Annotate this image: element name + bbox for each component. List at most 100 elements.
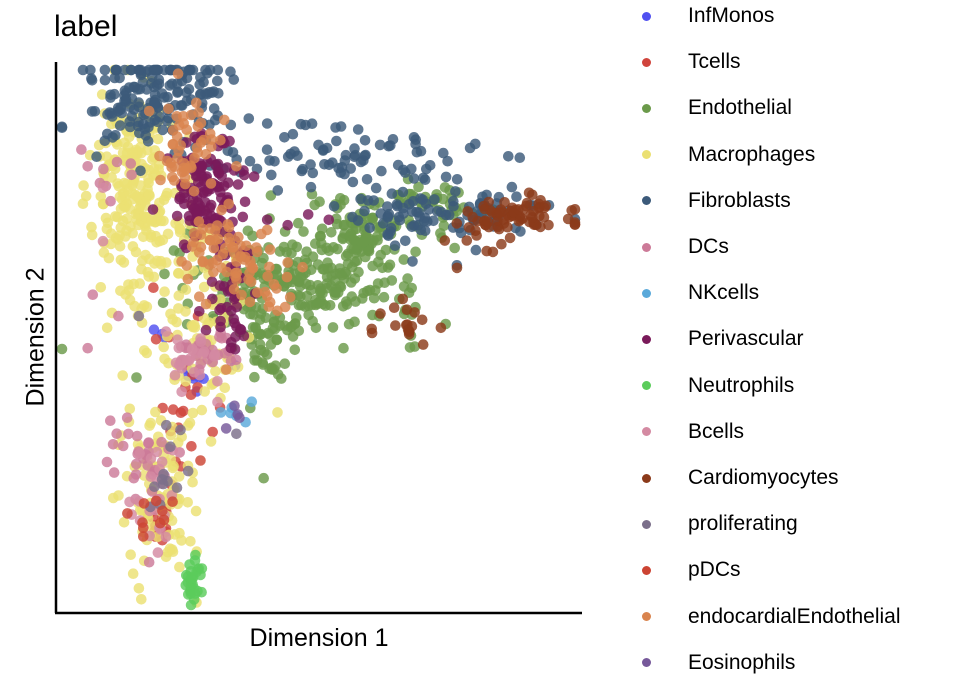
point-endothelial — [298, 226, 309, 237]
legend-marker — [642, 334, 651, 344]
point-nkcells — [215, 407, 227, 418]
legend-item-endocardialendothelial: endocardialEndothelial — [640, 605, 901, 629]
point-dcs — [156, 436, 167, 448]
data-points — [56, 64, 581, 611]
point-endocardialendothelial — [215, 135, 226, 146]
point-endocardialendothelial — [168, 175, 180, 186]
point-dcs — [131, 430, 143, 442]
point-fibroblasts — [124, 121, 136, 133]
point-endocardialendothelial — [181, 163, 192, 174]
point-fibroblasts — [349, 151, 360, 163]
point-endocardialendothelial — [236, 289, 247, 301]
point-fibroblasts — [323, 159, 335, 171]
point-endocardialendothelial — [179, 172, 191, 183]
point-endothelial — [287, 239, 298, 250]
point-endothelial — [316, 223, 328, 235]
point-proliferating — [149, 481, 160, 493]
point-cardiomyocytes — [543, 219, 554, 231]
point-bcells — [152, 547, 164, 558]
point-fibroblasts — [157, 124, 168, 136]
point-cardiomyocytes — [451, 218, 463, 229]
point-macrophages — [78, 180, 89, 191]
point-endocardialendothelial — [195, 241, 207, 253]
point-fibroblasts — [152, 102, 164, 113]
point-pdcs — [158, 514, 170, 526]
point-bcells — [97, 235, 109, 247]
point-fibroblasts — [305, 181, 317, 193]
legend-label: Perivascular — [688, 327, 804, 351]
legend-item-eosinophils: Eosinophils — [640, 651, 795, 675]
point-endocardialendothelial — [143, 105, 155, 117]
point-fibroblasts — [450, 186, 461, 197]
point-pdcs — [150, 495, 162, 507]
legend-label: NKcells — [688, 281, 760, 305]
point-cardiomyocytes — [478, 200, 489, 212]
point-endothelial — [337, 301, 349, 312]
point-endothelial — [345, 277, 357, 288]
point-infmonos — [148, 324, 160, 336]
point-fibroblasts — [175, 100, 187, 111]
point-fibroblasts — [397, 186, 409, 198]
point-fibroblasts — [200, 64, 211, 76]
point-fibroblasts — [400, 235, 411, 247]
point-fibroblasts — [107, 132, 118, 143]
point-endocardialendothelial — [231, 161, 242, 172]
point-fibroblasts — [159, 92, 170, 103]
point-fibroblasts — [415, 193, 426, 204]
point-fibroblasts — [279, 132, 290, 143]
point-fibroblasts — [137, 119, 149, 130]
point-fibroblasts — [166, 78, 178, 90]
point-pdcs — [138, 522, 149, 533]
legend-label: proliferating — [688, 512, 798, 536]
point-endocardialendothelial — [223, 221, 235, 233]
point-cardiomyocytes — [496, 238, 507, 250]
point-endocardialendothelial — [204, 234, 216, 246]
point-macrophages — [114, 241, 126, 252]
point-dcs — [108, 467, 120, 478]
point-fibroblasts — [359, 135, 371, 146]
point-dcs — [111, 428, 122, 440]
legend-item-tcells: Tcells — [640, 50, 741, 74]
legend-item-endothelial: Endothelial — [640, 96, 792, 120]
point-cardiomyocytes — [463, 222, 475, 233]
point-bcells — [169, 369, 181, 381]
point-endocardialendothelial — [155, 174, 166, 186]
point-endothelial — [249, 371, 260, 383]
point-fibroblasts — [515, 226, 526, 237]
point-fibroblasts — [511, 191, 522, 202]
point-bcells — [181, 355, 193, 366]
point-endothelial — [296, 299, 307, 311]
point-fibroblasts — [102, 109, 113, 120]
point-perivascular — [219, 180, 230, 192]
point-endothelial — [242, 225, 254, 237]
legend-marker — [642, 242, 651, 252]
point-fibroblasts — [123, 82, 135, 93]
point-fibroblasts — [212, 64, 224, 76]
point-endocardialendothelial — [154, 150, 165, 162]
point-cardiomyocytes — [482, 216, 494, 228]
point-endocardialendothelial — [220, 243, 231, 254]
point-endocardialendothelial — [264, 261, 275, 273]
point-fibroblasts — [194, 79, 205, 90]
point-macrophages — [95, 191, 107, 202]
point-perivascular — [200, 324, 212, 336]
point-dcs — [107, 439, 119, 450]
point-endothelial — [326, 227, 337, 238]
point-macrophages — [155, 215, 167, 227]
point-endocardialendothelial — [297, 261, 308, 273]
point-macrophages — [219, 382, 231, 394]
point-macrophages — [86, 229, 98, 241]
point-fibroblasts — [153, 78, 165, 90]
point-cardiomyocytes — [499, 197, 510, 208]
point-endothelial — [309, 199, 321, 211]
point-fibroblasts — [86, 73, 97, 84]
point-cardiomyocytes — [390, 320, 401, 331]
legend-marker — [642, 103, 651, 113]
point-endothelial — [293, 325, 305, 337]
point-endothelial — [339, 228, 350, 239]
point-endocardialendothelial — [197, 256, 209, 268]
point-dcs — [230, 354, 242, 366]
point-perivascular — [187, 193, 199, 205]
point-fibroblasts — [202, 89, 213, 100]
